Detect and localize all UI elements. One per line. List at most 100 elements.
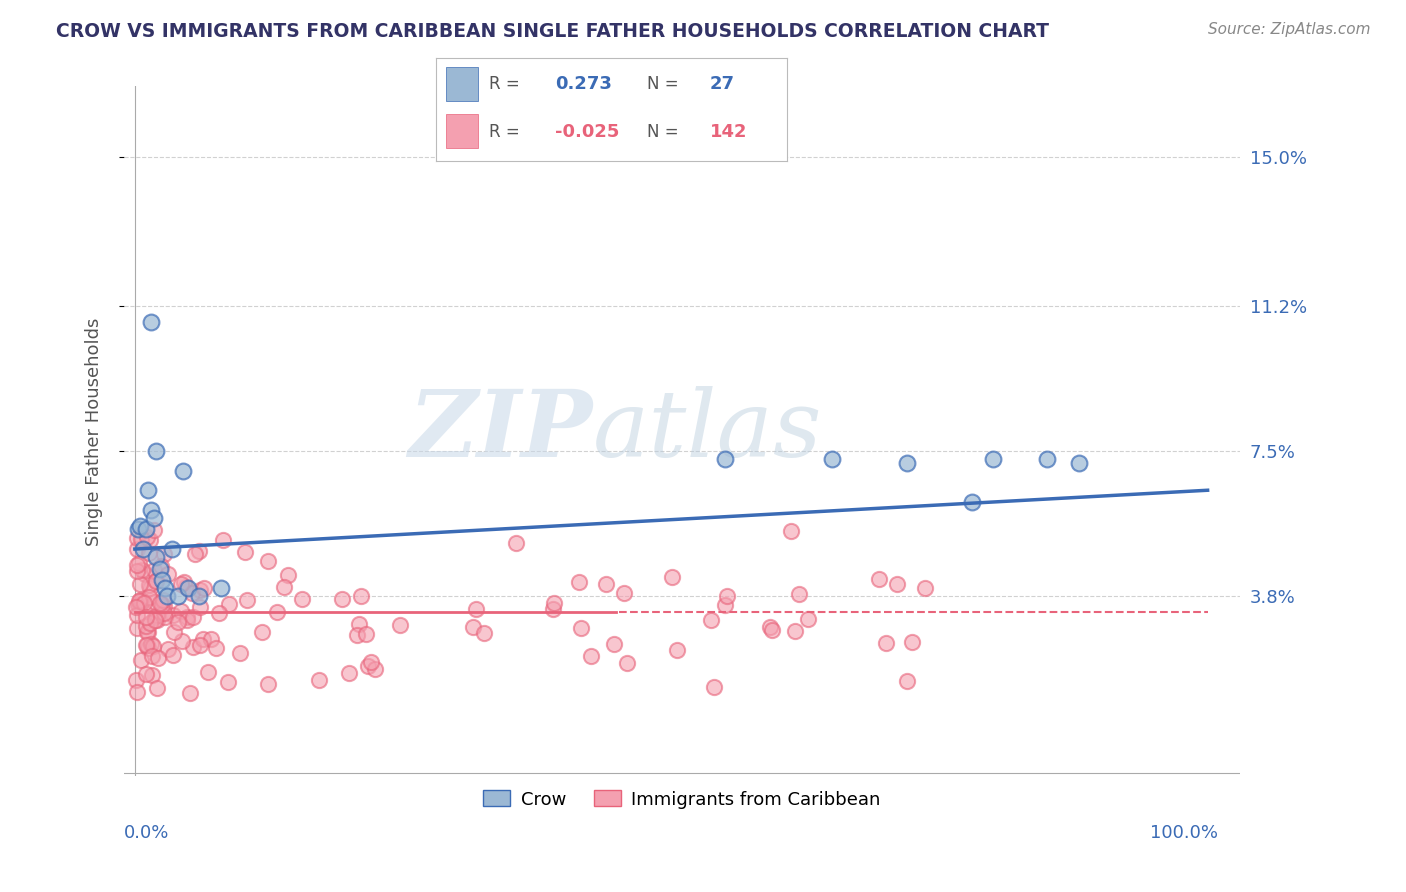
Point <box>569 621 592 635</box>
Point <box>125 673 148 688</box>
Point <box>761 623 783 637</box>
Point <box>187 543 209 558</box>
Point <box>146 613 169 627</box>
Point <box>125 621 148 635</box>
Point <box>256 554 278 568</box>
Point <box>702 680 724 694</box>
Point <box>135 523 157 537</box>
Point <box>134 596 156 610</box>
Point <box>235 592 257 607</box>
Point <box>212 533 235 547</box>
Point <box>162 648 184 662</box>
Point <box>787 587 810 601</box>
Point <box>129 518 152 533</box>
Point <box>783 624 806 638</box>
Point <box>176 580 198 594</box>
Point <box>134 567 156 582</box>
Point <box>354 626 377 640</box>
Point <box>145 574 167 588</box>
Point <box>780 524 803 538</box>
Text: Source: ZipAtlas.com: Source: ZipAtlas.com <box>1208 22 1371 37</box>
Point <box>139 616 162 631</box>
Point <box>127 523 149 537</box>
Point <box>886 576 908 591</box>
Legend: Crow, Immigrants from Caribbean: Crow, Immigrants from Caribbean <box>475 783 889 816</box>
Point <box>129 533 152 547</box>
Point <box>568 575 591 590</box>
Point <box>150 559 173 574</box>
Point <box>157 567 180 582</box>
Point <box>150 574 173 588</box>
Point <box>145 444 167 458</box>
Point <box>153 599 176 613</box>
Point <box>141 637 163 651</box>
Point <box>128 556 150 570</box>
Text: 0.273: 0.273 <box>555 75 612 93</box>
Point <box>197 665 219 679</box>
Point <box>142 640 165 654</box>
Point <box>250 624 273 639</box>
Point <box>146 681 169 695</box>
Point <box>173 574 195 589</box>
Point <box>167 615 190 629</box>
Point <box>172 464 194 478</box>
Point <box>541 601 564 615</box>
Point <box>273 580 295 594</box>
Point <box>141 668 163 682</box>
Point <box>190 600 212 615</box>
Point <box>141 649 163 664</box>
Point <box>181 640 204 654</box>
Point <box>266 606 288 620</box>
Point <box>136 483 159 498</box>
Point <box>595 577 617 591</box>
Point <box>218 597 240 611</box>
Point <box>181 585 204 599</box>
Point <box>170 633 193 648</box>
Point <box>145 610 167 624</box>
Point <box>136 641 159 656</box>
Point <box>981 451 1004 466</box>
Point <box>125 599 148 614</box>
Bar <box>447 67 478 101</box>
Text: ZIP: ZIP <box>409 386 593 476</box>
Point <box>700 613 723 627</box>
Point <box>138 533 160 548</box>
Text: 100.0%: 100.0% <box>1150 823 1219 841</box>
Point <box>346 628 368 642</box>
Point <box>138 581 160 595</box>
Point <box>474 626 496 640</box>
Point <box>914 582 936 596</box>
Point <box>152 593 174 607</box>
Point <box>1035 451 1057 466</box>
Point <box>125 558 148 573</box>
Point <box>347 616 370 631</box>
Point <box>143 523 166 537</box>
Point <box>135 618 157 632</box>
Point <box>127 565 149 579</box>
Point <box>505 536 527 550</box>
Point <box>193 581 215 595</box>
Point <box>129 592 152 607</box>
Point <box>153 547 176 561</box>
Point <box>136 625 159 640</box>
Point <box>714 451 737 466</box>
Point <box>714 598 737 612</box>
Point <box>162 608 184 623</box>
Point <box>613 586 636 600</box>
Point <box>128 594 150 608</box>
Text: -0.025: -0.025 <box>555 123 620 141</box>
Text: 27: 27 <box>710 75 735 93</box>
Point <box>868 572 890 586</box>
Point <box>146 608 169 623</box>
Point <box>145 549 167 564</box>
Point <box>148 596 170 610</box>
Point <box>357 659 380 673</box>
Point <box>308 673 330 688</box>
Point <box>461 620 484 634</box>
Point <box>581 648 603 663</box>
Point <box>176 610 198 624</box>
Point <box>1067 456 1090 470</box>
Point <box>235 545 257 559</box>
Point <box>131 593 153 607</box>
Point <box>543 596 565 610</box>
